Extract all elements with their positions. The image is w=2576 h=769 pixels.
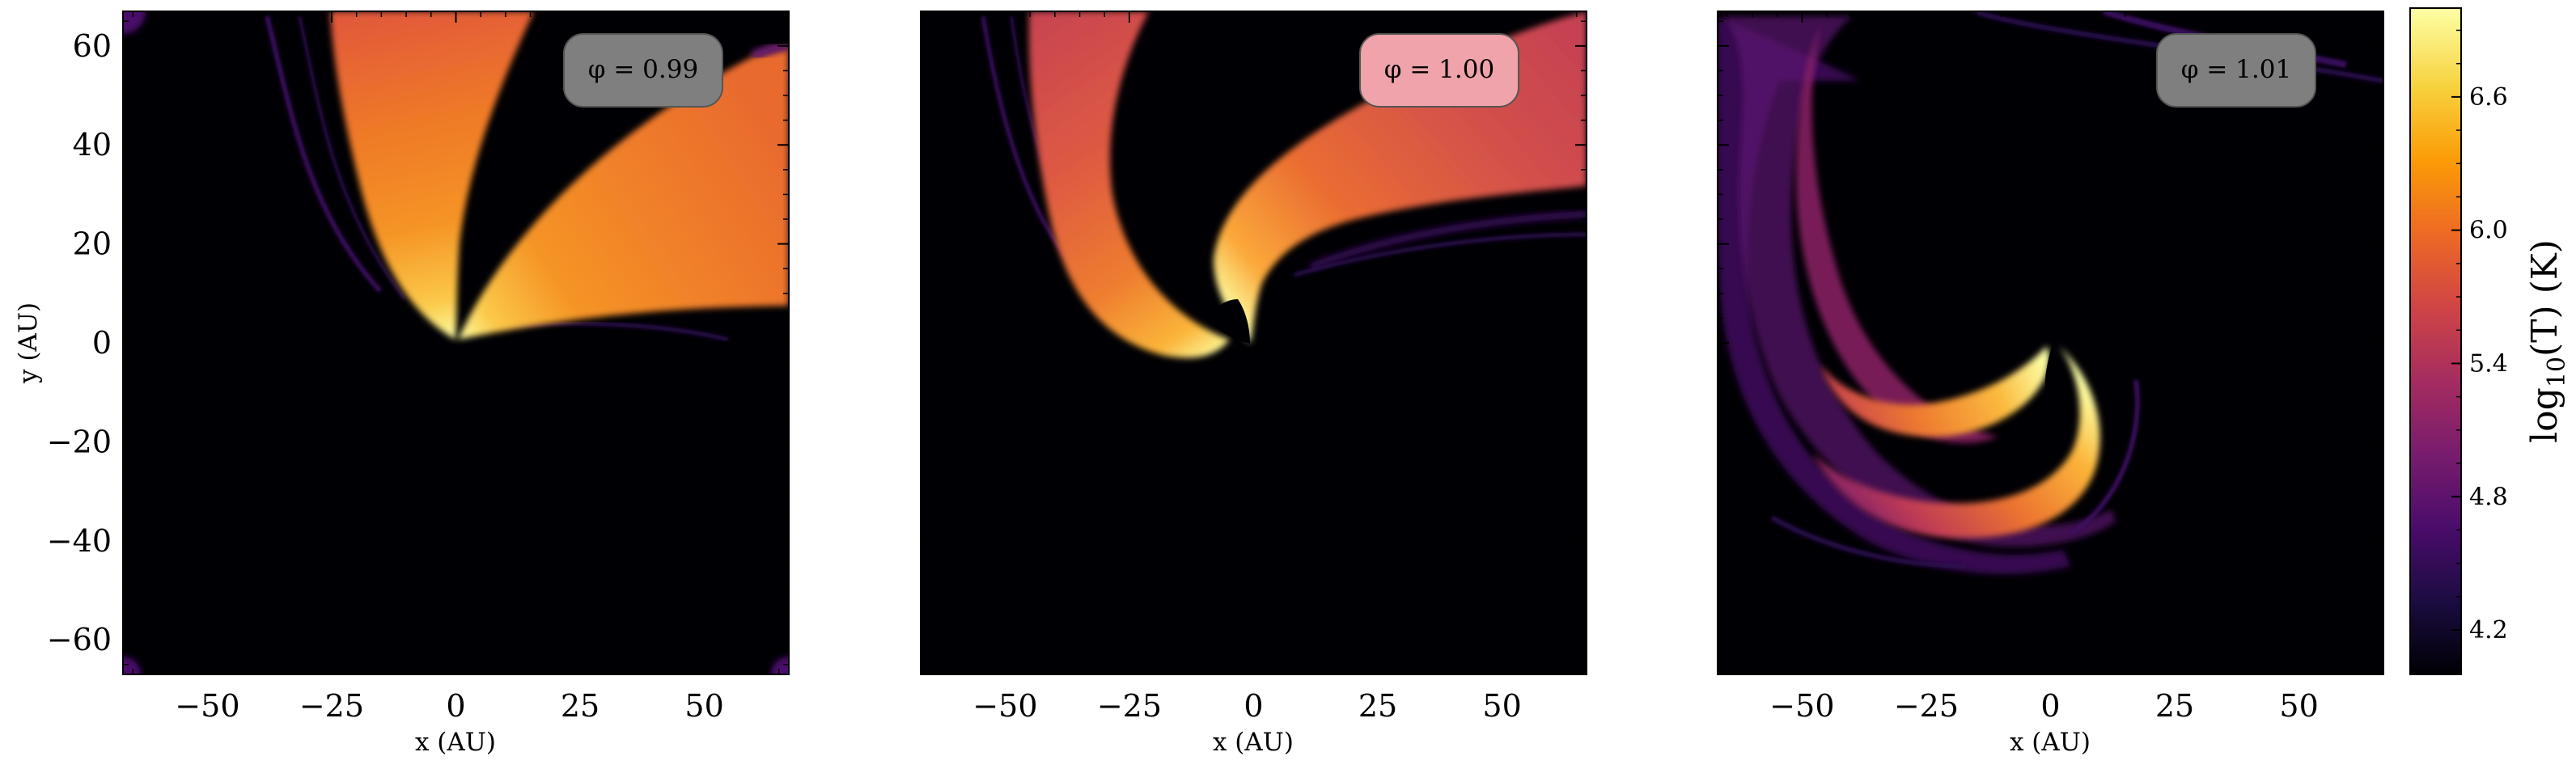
colorbar-gradient: [2409, 7, 2462, 675]
colorbar-tick-label: 5.4: [2469, 349, 2508, 378]
panel-left: −50 −25 0 25 50 −60 −40 −20 0 20 40 60 φ = 0.99 x …: [14, 11, 790, 757]
colorbar-label: log10(T) (K): [2524, 239, 2571, 443]
shock-arc: [265, 15, 383, 294]
x-axis: −50 −25 0 25 50: [930, 11, 1578, 724]
x-tick-label: 50: [684, 688, 723, 724]
y-tick-label: −40: [47, 523, 112, 559]
x-tick-label: 25: [2155, 688, 2194, 724]
y-tick-label: 60: [73, 28, 112, 64]
hot-arc-inner: [1820, 346, 2049, 437]
colorbar-ticks: 4.2 4.8 5.4 6.0 6.6: [2451, 29, 2508, 665]
x-tick-label: −25: [299, 688, 364, 724]
x-tick-label: −25: [1894, 688, 1959, 724]
colorbar-tick-label: 6.0: [2469, 217, 2508, 245]
hot-lobe-upper: [1028, 11, 1230, 358]
phase-annotation: φ = 1.00: [1359, 33, 1519, 108]
x-tick-label: −25: [1097, 688, 1162, 724]
panel-right: −50 −25 0 25 50 φ = 1.01 x (AU): [1717, 11, 2384, 757]
outer-spiral-arc: [1723, 16, 2116, 547]
outer-spiral-arc: [1770, 515, 1967, 568]
x-axis: −50 −25 0 25 50: [1727, 11, 2375, 724]
phase-label: φ = 0.99: [588, 55, 698, 84]
hot-lobe-upper: [330, 11, 534, 340]
phase-label: φ = 1.00: [1384, 55, 1494, 84]
x-tick-label: 0: [446, 688, 465, 724]
y-axis-label: y (AU): [14, 302, 43, 384]
x-tick-label: −50: [175, 688, 239, 724]
y-tick-label: 0: [92, 325, 112, 361]
corner-glow: [123, 11, 146, 34]
phase-box: [563, 33, 723, 108]
colorbar-tick-label: 6.6: [2469, 83, 2508, 112]
phase-box: [2156, 33, 2316, 108]
shock-arc: [1294, 232, 1587, 277]
x-tick-label: 25: [1358, 688, 1397, 724]
hot-lobe-right: [458, 47, 789, 340]
x-axis-label: x (AU): [415, 728, 496, 757]
x-tick-label: −50: [1769, 688, 1834, 724]
y-tick-label: 40: [73, 127, 112, 163]
star-cavity: [2044, 344, 2056, 396]
colorbar-tick-label: 4.2: [2469, 616, 2508, 644]
y-tick-label: −20: [47, 424, 112, 459]
colorbar-label-sub: 10: [2543, 357, 2571, 387]
y-tick-label: −60: [47, 622, 112, 657]
x-axis: −50 −25 0 25 50: [132, 11, 780, 724]
outer-spiral-arc: [2070, 379, 2140, 536]
x-axis-label: x (AU): [1213, 728, 1294, 757]
colorbar: 4.2 4.8 5.4 6.0 6.6 log10(T) (K): [2409, 7, 2571, 675]
colorbar-label-rest: (T) (K): [2524, 239, 2565, 357]
colorbar-tick-label: 4.8: [2469, 483, 2508, 511]
x-tick-label: 0: [2040, 688, 2060, 724]
y-tick-label: 20: [73, 226, 112, 262]
y-axis-ticks: [1718, 20, 2383, 665]
corner-glow: [771, 657, 789, 674]
x-tick-label: 25: [561, 688, 600, 724]
phase-box: [1359, 33, 1519, 108]
y-axis-ticks: [921, 20, 1587, 665]
panel-middle: −50 −25 0 25 50 φ = 1.00 x (AU): [920, 11, 1587, 757]
star-cavity: [1210, 299, 1250, 344]
x-axis-label: x (AU): [2010, 728, 2091, 757]
phase-annotation: φ = 1.01: [2156, 33, 2316, 108]
shock-arc: [1309, 211, 1587, 270]
phase-annotation: φ = 0.99: [563, 33, 723, 108]
heatmap-background: [1718, 11, 2383, 674]
corner-glow: [123, 657, 141, 674]
x-tick-label: 50: [2279, 688, 2318, 724]
hot-arc-outer: [1812, 346, 2100, 539]
phase-label: φ = 1.01: [2181, 55, 2291, 84]
y-axis: −60 −40 −20 0 20 40 60: [47, 20, 789, 665]
x-tick-label: 0: [1244, 688, 1263, 724]
inner-spiral-arc: [1796, 24, 1998, 443]
x-tick-label: 50: [1482, 688, 1521, 724]
colorbar-label-main: log: [2524, 387, 2565, 443]
x-tick-label: −50: [972, 688, 1037, 724]
shock-arc: [298, 15, 406, 301]
